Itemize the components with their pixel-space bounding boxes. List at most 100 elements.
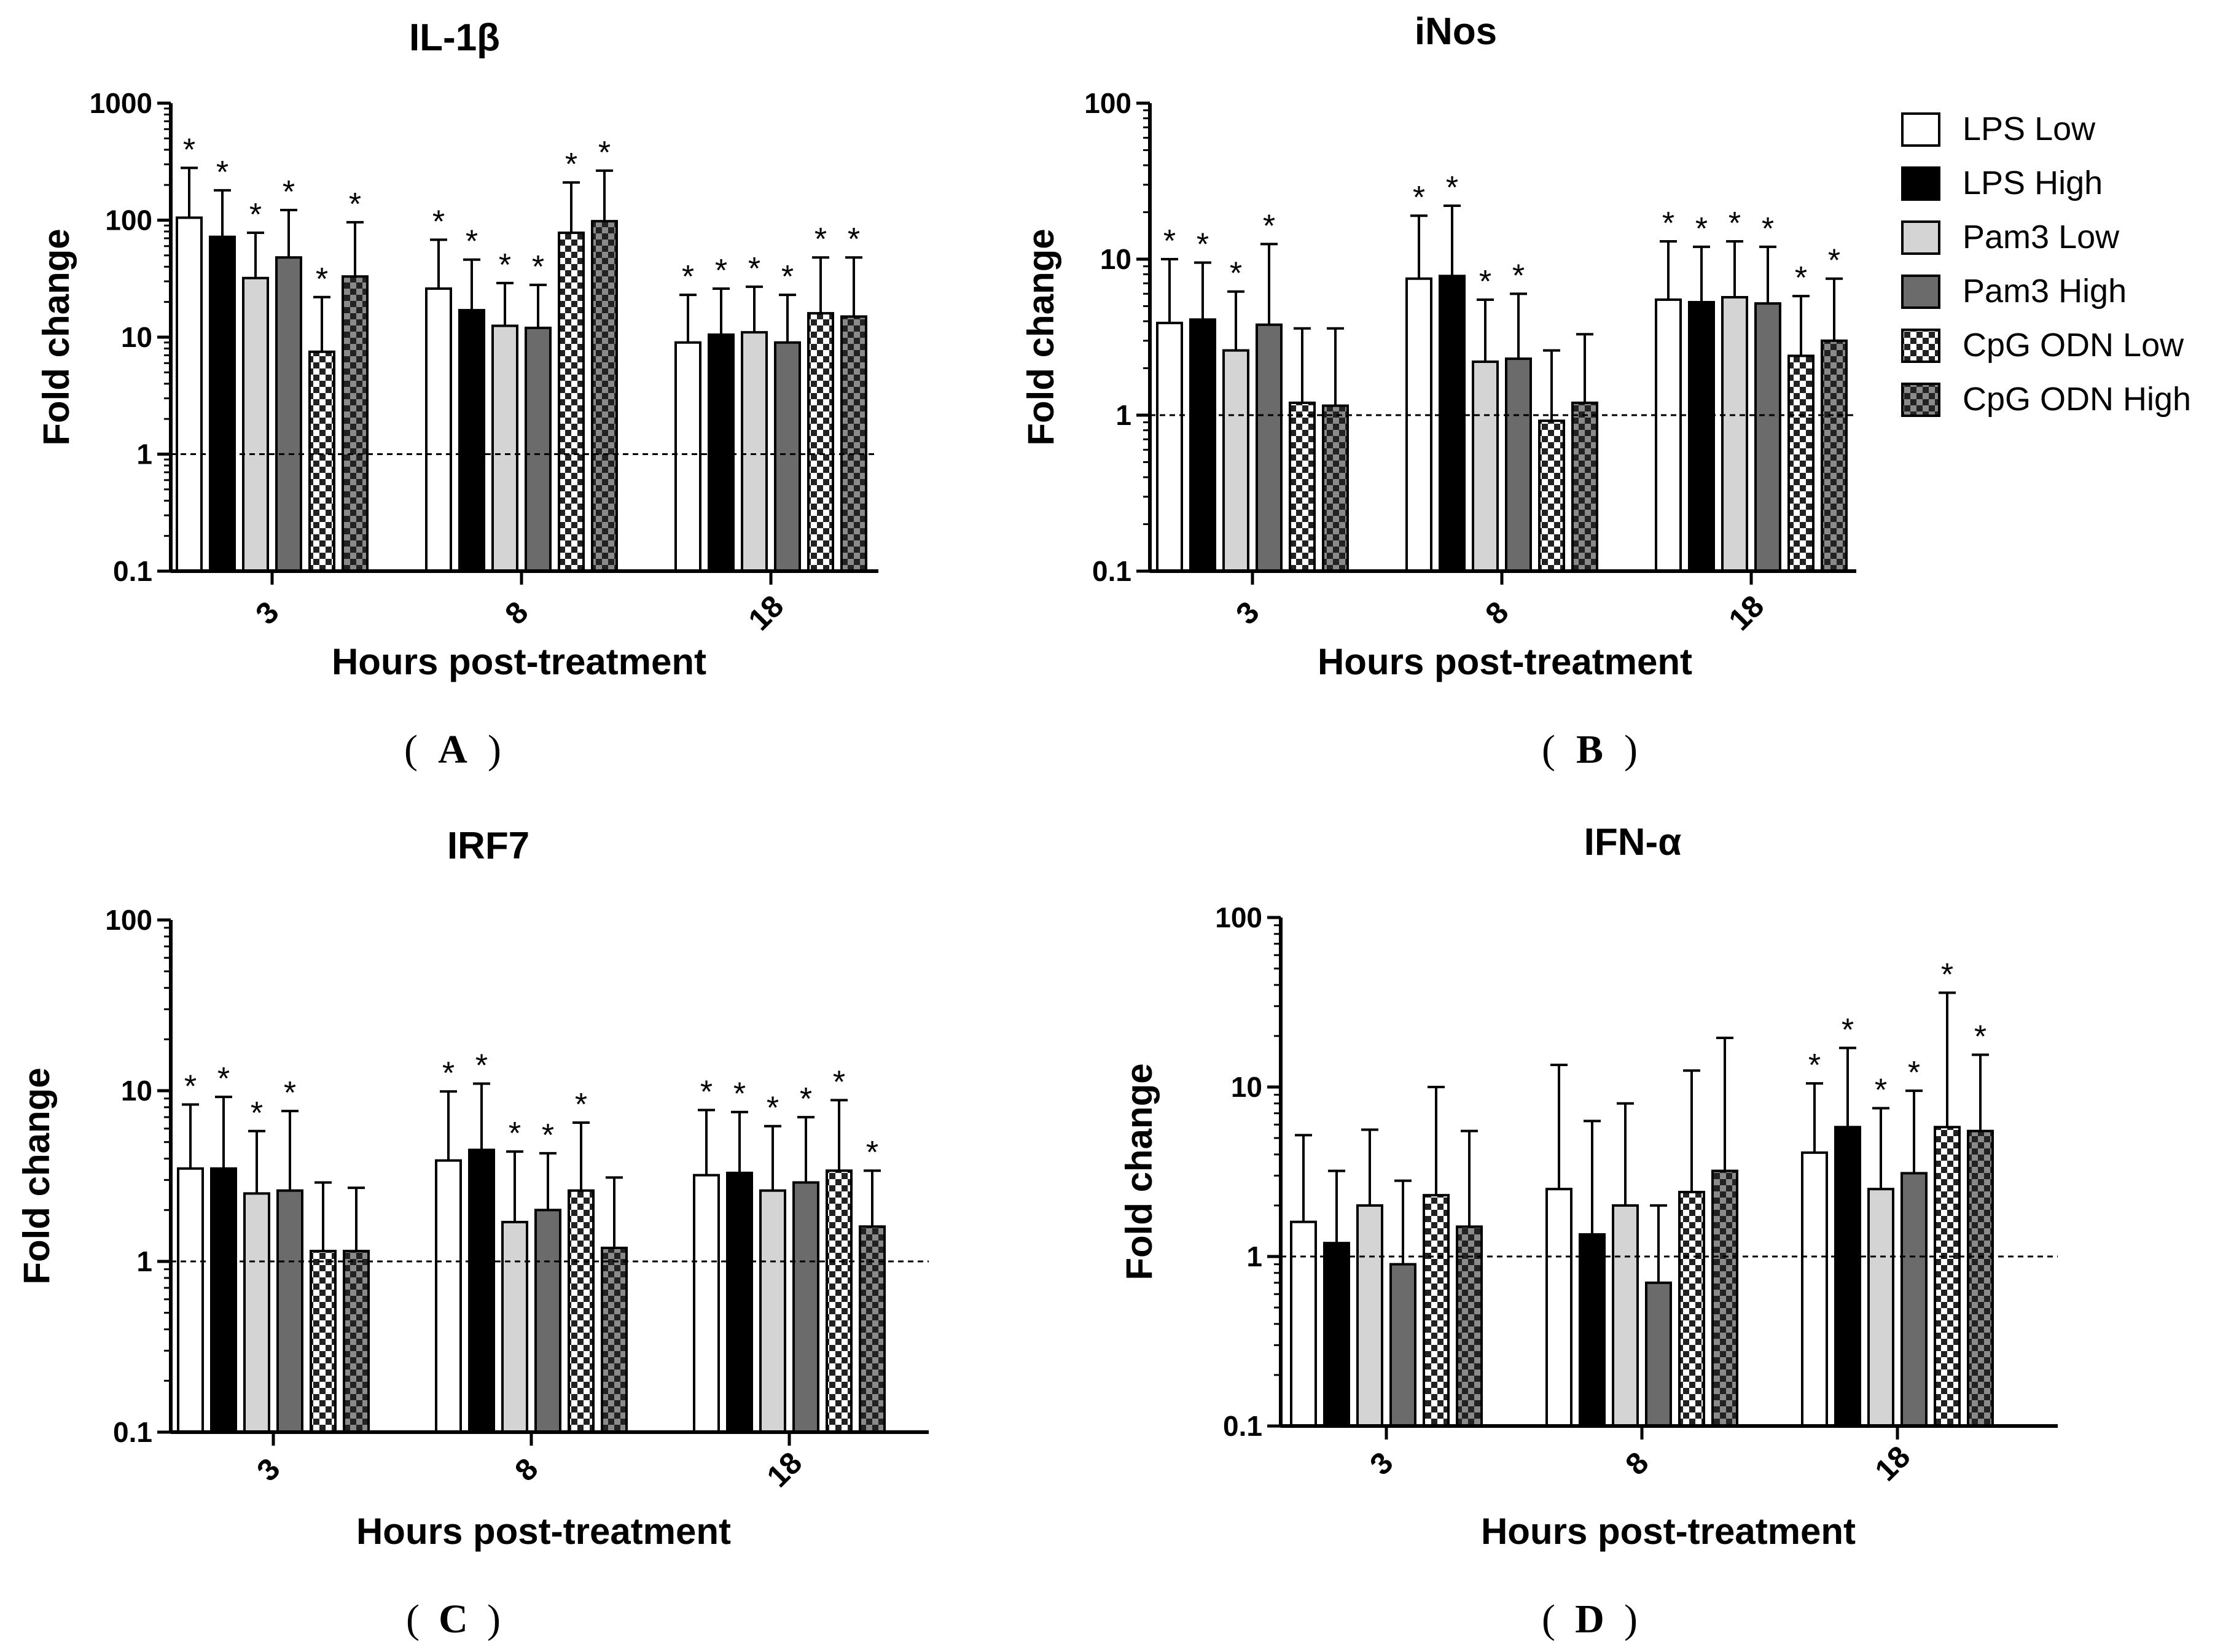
svg-text:(: ( [404,727,418,772]
y-tick-label: 10 [1231,1071,1262,1103]
bar [726,1171,753,1434]
bar [1156,321,1183,572]
significance-star: * [183,132,195,168]
y-axis-label: Fold change [1020,228,1061,445]
bar [840,315,867,572]
x-tick-label: 3 [1229,594,1265,631]
bar [1389,1263,1416,1428]
bar [826,1169,853,1434]
bar [1545,1188,1572,1428]
bar [342,275,369,572]
x-tick-label: 18 [760,1446,809,1494]
significance-star: * [1197,227,1209,263]
y-tick-label: 100 [105,205,152,236]
bar [308,350,335,572]
bar [859,1225,886,1433]
legend-label: Pam3 High [1963,273,2127,310]
significance-star: * [283,174,295,210]
legend-label: LPS Low [1963,111,2096,147]
y-tick-label: 100 [1215,902,1262,933]
bar [1821,339,1848,573]
bar [1711,1169,1738,1427]
y-tick-label: 1 [136,438,152,470]
significance-star: * [748,251,760,287]
bar [435,1159,462,1434]
bar [534,1209,561,1434]
bar [1538,419,1565,572]
y-tick-label: 0.1 [1092,555,1131,587]
significance-star: * [1908,1055,1920,1091]
y-tick-label: 10 [121,1075,152,1107]
bar [1472,360,1499,573]
significance-star: * [848,222,860,257]
significance-star: * [542,1118,554,1153]
x-tick-label: 3 [249,594,285,631]
significance-star: * [1941,957,1953,992]
chart-panel-d: IFN-α Fold change Hours post-treatment * * * *… [1119,821,2058,1552]
bar [176,216,203,572]
bar [210,1167,237,1433]
bar [708,333,735,572]
significance-star: * [733,1077,746,1112]
chart-title: IFN-α [1584,821,1682,863]
significance-star: * [1512,258,1525,294]
y-tick-label: 1 [1115,399,1131,431]
significance-star: * [251,1096,263,1131]
x-tick-label: 3 [250,1451,286,1487]
legend-label: CpG ODN High [1963,381,2191,418]
legend: LPS Low LPS High Pam3 Low Pam3 High CpG … [1901,111,2191,418]
bar [591,220,618,572]
bar [1322,404,1349,572]
bar [568,1189,595,1434]
significance-star: * [866,1135,878,1171]
bar [1754,302,1781,572]
x-tick-label: 8 [1619,1445,1655,1481]
significance-star: * [1875,1072,1887,1108]
bar [1356,1204,1383,1428]
bar [1967,1129,1994,1427]
significance-star: * [682,259,694,295]
bar [792,1181,819,1433]
significance-star: * [217,1061,230,1097]
svg-text:): ) [488,727,501,772]
panel-label-c: ( C ) [406,1597,501,1642]
significance-star: * [833,1064,845,1100]
legend-swatch [1901,220,1940,255]
significance-star: * [1695,211,1708,247]
bar [1290,1220,1317,1427]
chart-panel-a: IL-1β Fold change Hours post-treatment * * * *… [36,17,878,682]
bar [1901,1172,1928,1427]
y-tick-label: 1 [1246,1241,1262,1272]
x-axis-label: Hours post-treatment [1318,641,1692,682]
y-axis-label: Fold change [1119,1063,1160,1280]
bar [343,1250,370,1433]
bar [1323,1242,1350,1428]
significance-star: * [700,1075,713,1110]
bar [1222,349,1249,572]
panel-label-b: ( B ) [1542,727,1638,772]
significance-star: * [466,224,478,260]
legend-label: Pam3 Low [1963,219,2120,255]
y-tick-label: 10 [121,321,152,353]
legend-swatch [1901,275,1940,309]
legend-swatch [1901,166,1940,201]
x-axis-label: Hours post-treatment [356,1511,731,1552]
significance-star: * [800,1081,812,1117]
y-tick-label: 1000 [90,87,152,119]
svg-text:(: ( [406,1597,420,1642]
bar [674,341,701,572]
significance-star: * [715,253,727,289]
significance-star: * [1762,211,1774,247]
panel-letter: D [1575,1597,1604,1642]
y-tick-label: 100 [1084,87,1131,119]
significance-star: * [442,1056,455,1091]
bar [242,276,269,572]
bar [209,235,236,572]
bar [1801,1151,1828,1428]
significance-star: * [1662,206,1674,241]
significance-star: * [475,1048,488,1083]
significance-star: * [598,135,611,171]
significance-star: * [216,155,229,190]
significance-star: * [1446,170,1458,206]
